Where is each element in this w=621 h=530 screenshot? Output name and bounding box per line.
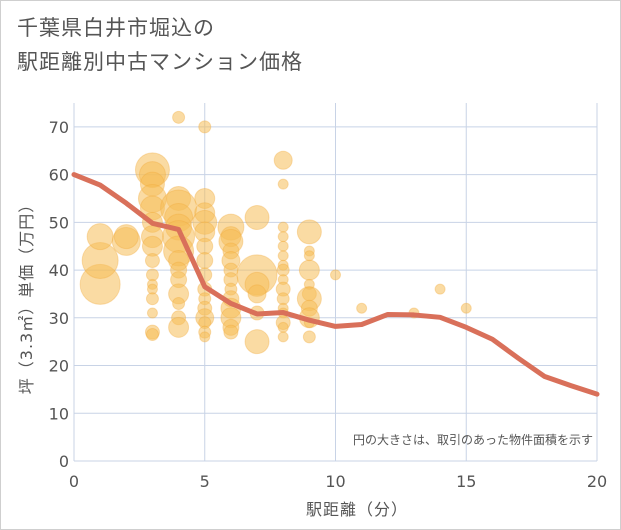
bubble-point-66 — [247, 284, 267, 304]
chart-title-line-2: 駅距離別中古マンション価格 — [17, 50, 303, 74]
bubble-point-41 — [196, 252, 214, 270]
tick-labels: 0 10 20 30 40 50 60 70 0 5 10 15 20 — [49, 118, 608, 491]
bubble-point-68 — [244, 329, 270, 355]
bubble-point-13 — [144, 253, 160, 269]
bubble-size-note: 円の大きさは、取引のあった物件面積を示す — [353, 432, 593, 447]
chart-title-line-1: 千葉県白井市堀込の — [17, 16, 215, 40]
bubble-point-72 — [277, 231, 289, 243]
bubble-point-99 — [434, 283, 446, 295]
x-tick-label-3: 15 — [456, 472, 476, 491]
bubble-point-40 — [196, 237, 214, 255]
trend-line-series — [71, 172, 600, 397]
bubble-point-62 — [223, 324, 239, 340]
bubble-point-49 — [199, 331, 211, 343]
bubble-series — [79, 110, 472, 355]
bubble-point-96 — [330, 269, 341, 281]
x-tick-label-4: 20 — [587, 472, 607, 491]
bubble-point-95 — [302, 330, 316, 344]
y-tick-label-0: 0 — [59, 452, 69, 471]
bubble-point-71 — [277, 221, 289, 233]
bubble-point-87 — [303, 250, 315, 262]
bubble-point-32 — [172, 296, 186, 310]
bubble-point-2 — [86, 223, 114, 251]
bubble-point-21 — [172, 110, 186, 124]
chart-title: 千葉県白井市堀込の 駅距離別中古マンション価格 — [17, 11, 303, 79]
bubble-point-97 — [356, 302, 368, 314]
y-axis-label: 坪（3.3㎡）単価（万円） — [17, 196, 36, 394]
y-tick-label-2: 20 — [49, 357, 69, 376]
bubble-point-74 — [277, 250, 289, 262]
bubble-point-69 — [273, 150, 293, 170]
bubble-point-34 — [168, 316, 190, 338]
y-tick-label-1: 10 — [49, 404, 69, 423]
x-tick-label-2: 10 — [325, 472, 345, 491]
y-tick-label-5: 50 — [49, 213, 69, 232]
y-tick-label-6: 60 — [49, 166, 69, 185]
bubble-point-4 — [113, 224, 139, 250]
x-tick-label-1: 5 — [200, 472, 210, 491]
x-axis-label: 駅距離（分） — [306, 500, 408, 519]
bubble-point-85 — [296, 219, 322, 245]
x-tick-label-0: 0 — [69, 472, 79, 491]
bubble-point-100 — [460, 302, 472, 314]
bubble-point-63 — [244, 205, 270, 231]
bubble-point-83 — [277, 321, 289, 333]
y-tick-label-3: 30 — [49, 309, 69, 328]
bubble-point-84 — [277, 331, 289, 343]
bubble-point-70 — [277, 178, 289, 190]
bubble-point-17 — [145, 292, 159, 306]
y-tick-label-4: 40 — [49, 261, 69, 280]
bubble-point-35 — [198, 120, 212, 134]
average-price-line — [71, 172, 600, 397]
bubble-point-18 — [146, 307, 158, 319]
bubble-point-73 — [277, 240, 289, 252]
y-tick-label-7: 70 — [49, 118, 69, 137]
bubble-point-88 — [298, 259, 320, 281]
bubble-point-20 — [145, 328, 159, 342]
